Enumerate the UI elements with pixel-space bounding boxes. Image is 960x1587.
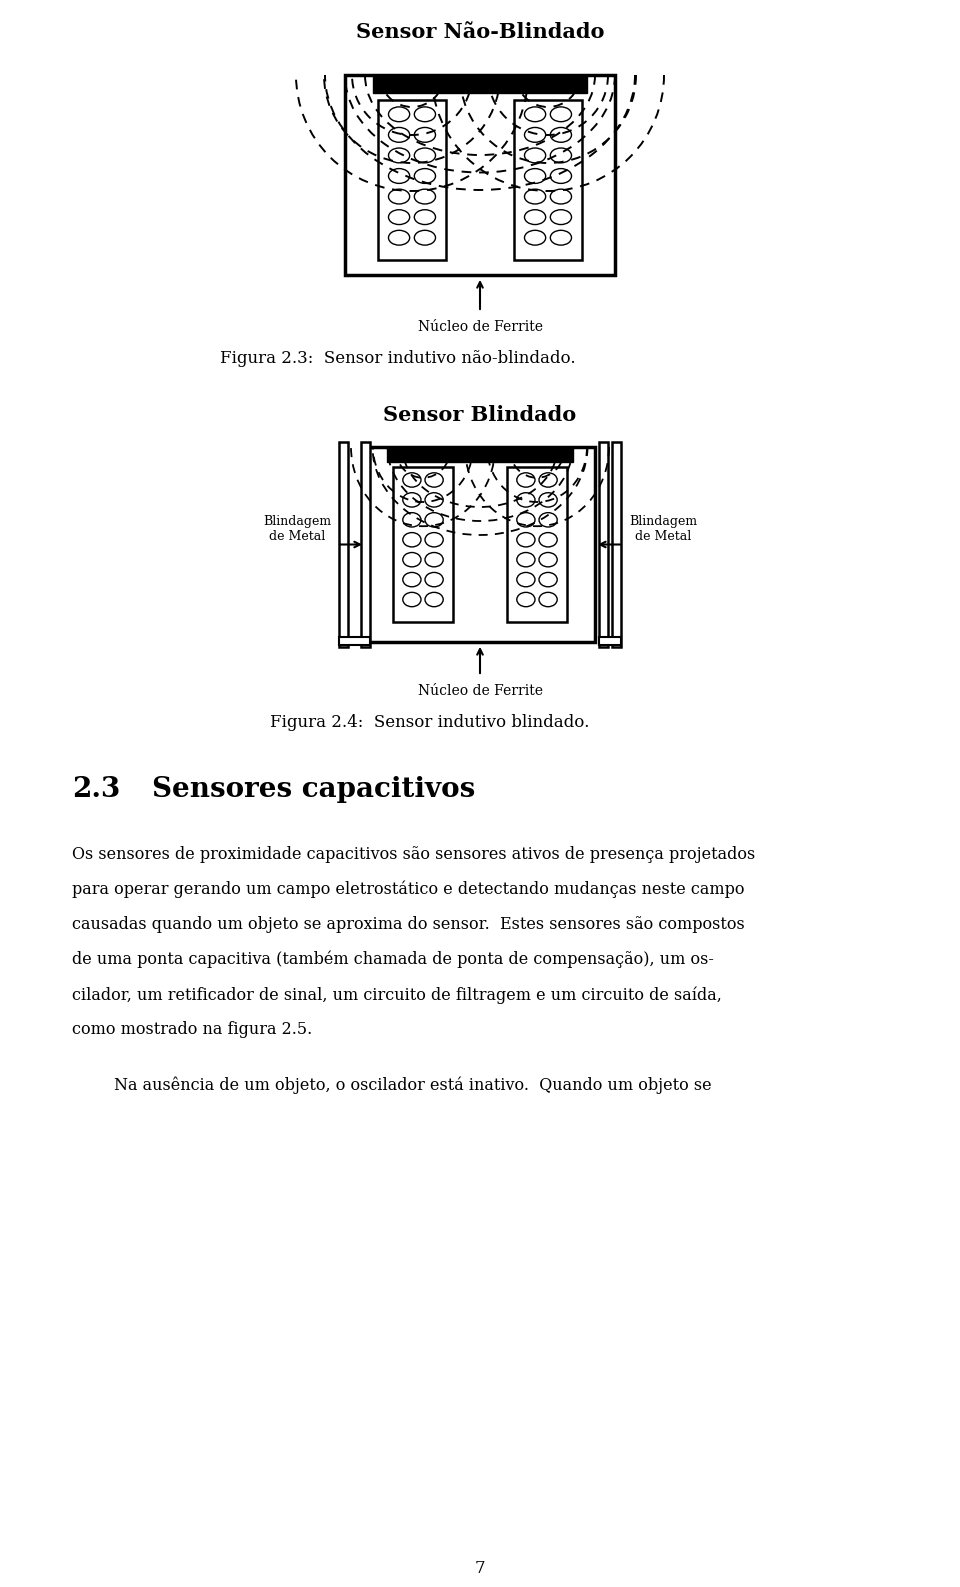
Bar bbox=[339, 443, 348, 647]
Bar bbox=[387, 448, 573, 462]
Text: Figura 2.3:  Sensor indutivo não-blindado.: Figura 2.3: Sensor indutivo não-blindado… bbox=[220, 351, 576, 367]
Bar bbox=[514, 100, 582, 260]
Text: 2.3: 2.3 bbox=[72, 776, 120, 803]
Text: Blindagem
de Metal: Blindagem de Metal bbox=[629, 516, 697, 543]
Bar bbox=[339, 636, 370, 644]
FancyBboxPatch shape bbox=[345, 75, 615, 275]
Text: Sensor Blindado: Sensor Blindado bbox=[383, 405, 577, 425]
Text: Sensor Não-Blindado: Sensor Não-Blindado bbox=[356, 22, 604, 41]
Bar bbox=[393, 467, 453, 622]
Bar bbox=[365, 448, 595, 643]
Bar bbox=[599, 443, 608, 647]
Text: Na ausência de um objeto, o oscilador está inativo.  Quando um objeto se: Na ausência de um objeto, o oscilador es… bbox=[114, 1076, 711, 1093]
Text: causadas quando um objeto se aproxima do sensor.  Estes sensores são compostos: causadas quando um objeto se aproxima do… bbox=[72, 916, 745, 933]
Text: para operar gerando um campo eletrostático e detectando mudanças neste campo: para operar gerando um campo eletrostáti… bbox=[72, 881, 745, 898]
Text: Os sensores de proximidade capacitivos são sensores ativos de presença projetado: Os sensores de proximidade capacitivos s… bbox=[72, 846, 756, 863]
Bar bbox=[378, 100, 446, 260]
Text: como mostrado na figura 2.5.: como mostrado na figura 2.5. bbox=[72, 1020, 312, 1038]
Text: Figura 2.4:  Sensor indutivo blindado.: Figura 2.4: Sensor indutivo blindado. bbox=[270, 714, 589, 732]
Text: Sensores capacitivos: Sensores capacitivos bbox=[152, 776, 475, 803]
Text: 7: 7 bbox=[474, 1560, 486, 1577]
Bar bbox=[373, 75, 587, 94]
Bar bbox=[599, 636, 621, 644]
Bar bbox=[361, 443, 370, 647]
Bar bbox=[507, 467, 567, 622]
Bar bbox=[612, 443, 621, 647]
Text: cilador, um retificador de sinal, um circuito de filtragem e um circuito de saíd: cilador, um retificador de sinal, um cir… bbox=[72, 986, 722, 1003]
Text: Blindagem
de Metal: Blindagem de Metal bbox=[263, 516, 331, 543]
Text: Núcleo de Ferrite: Núcleo de Ferrite bbox=[418, 684, 542, 698]
Text: de uma ponta capacitiva (também chamada de ponta de compensação), um os-: de uma ponta capacitiva (também chamada … bbox=[72, 951, 714, 968]
Text: Núcleo de Ferrite: Núcleo de Ferrite bbox=[418, 321, 542, 333]
